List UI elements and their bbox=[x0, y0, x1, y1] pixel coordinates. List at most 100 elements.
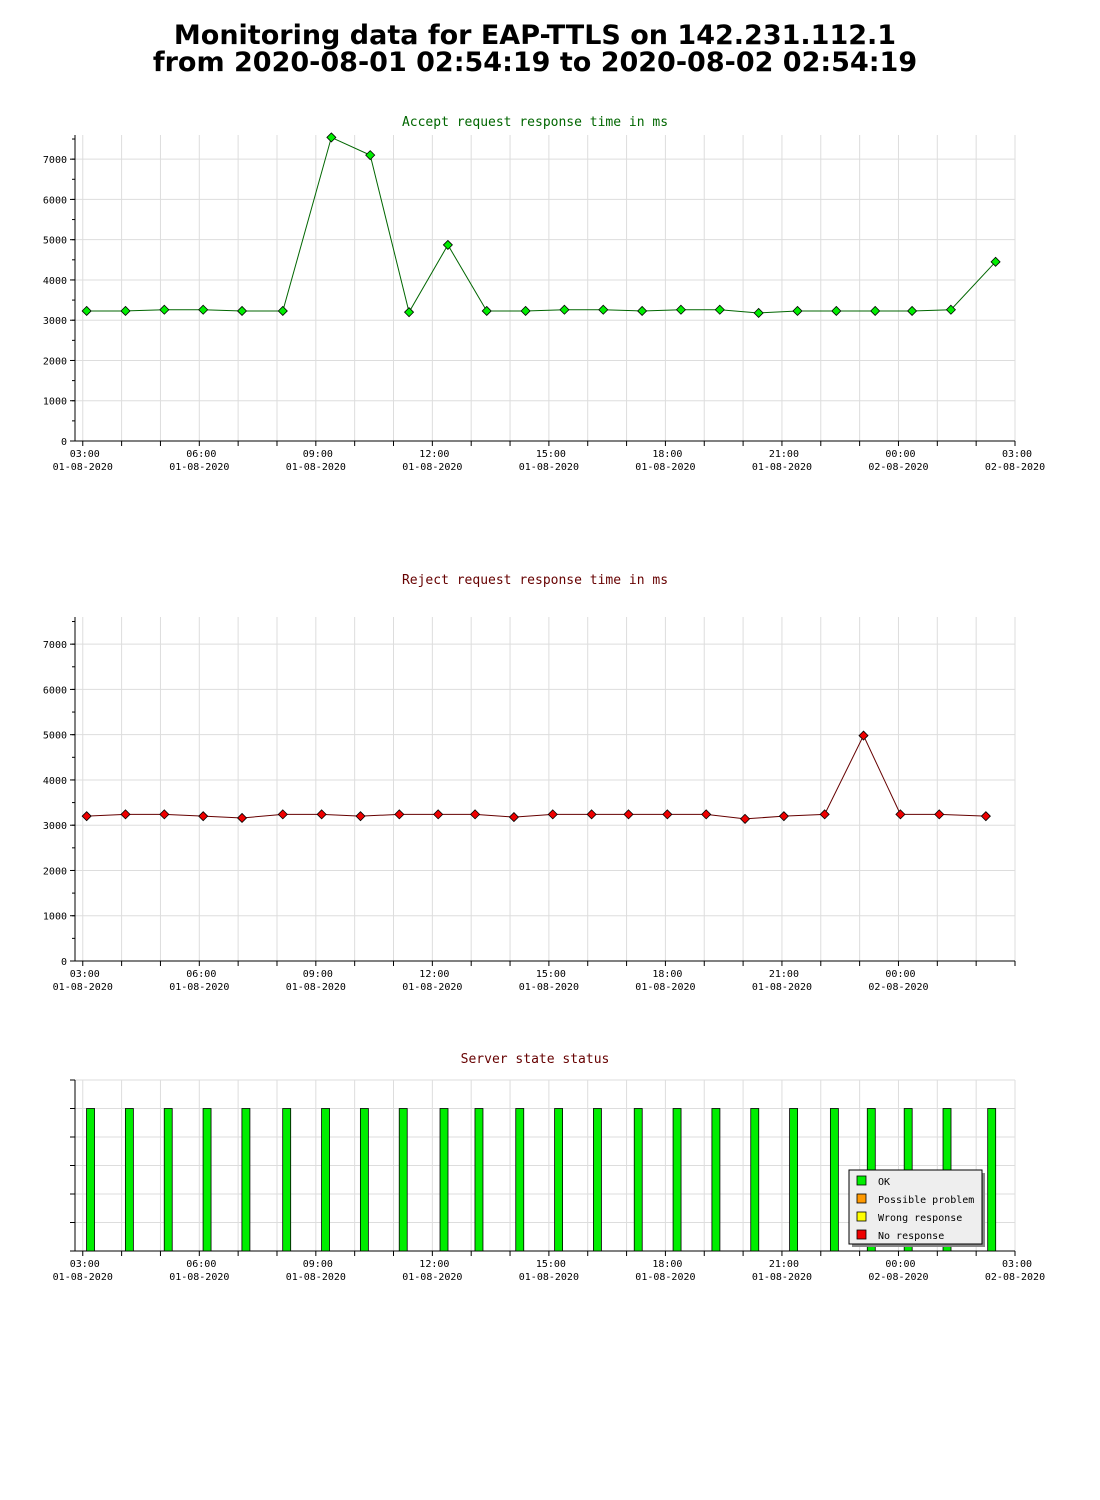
reject-data-point bbox=[277, 809, 288, 820]
reject-data-point bbox=[778, 811, 789, 822]
status-x-tick-time: 21:00 bbox=[769, 1259, 799, 1270]
reject-x-tick-date: 01-08-2020 bbox=[169, 982, 229, 993]
accept-chart-title: Accept request response time in ms bbox=[402, 115, 668, 130]
reject-data-point bbox=[547, 809, 558, 820]
page-title-line-1: Monitoring data for EAP-TTLS on 142.231.… bbox=[173, 20, 897, 51]
accept-x-tick-date: 01-08-2020 bbox=[53, 462, 113, 473]
reject-y-tick-label: 5000 bbox=[43, 731, 67, 742]
accept-data-point bbox=[907, 305, 918, 317]
accept-data-point bbox=[442, 239, 453, 250]
reject-data-point bbox=[895, 809, 906, 820]
reject-data-point bbox=[159, 809, 170, 820]
accept-data-point bbox=[831, 305, 842, 317]
accept-chart: Accept request response time in ms 0 1000 2… bbox=[43, 115, 1045, 473]
reject-x-tick-date: 02-08-2020 bbox=[868, 982, 928, 993]
status-status-bar bbox=[987, 1108, 997, 1252]
status-status-bar bbox=[86, 1108, 95, 1252]
reject-x-tick-time: 09:00 bbox=[303, 969, 333, 980]
accept-data-point bbox=[198, 304, 209, 315]
legend-label: No response bbox=[878, 1231, 944, 1242]
accept-x-tick-date: 01-08-2020 bbox=[635, 462, 695, 473]
accept-data-point bbox=[326, 132, 337, 143]
status-x-tick-time: 18:00 bbox=[652, 1259, 682, 1270]
page-title: Monitoring data for EAP-TTLS on 142.231.… bbox=[0, 22, 1070, 76]
status-status-bar bbox=[439, 1108, 449, 1252]
reject-x-tick-date: 01-08-2020 bbox=[286, 982, 346, 993]
status-status-bar bbox=[829, 1108, 839, 1252]
reject-data-point bbox=[739, 813, 751, 824]
reject-data-point bbox=[316, 809, 327, 820]
legend-swatch bbox=[856, 1175, 867, 1186]
reject-data-point bbox=[980, 811, 991, 822]
status-status-bar bbox=[672, 1108, 682, 1252]
reject-y-tick-label: 6000 bbox=[43, 685, 67, 696]
accept-data-point bbox=[675, 304, 687, 315]
status-status-bar bbox=[750, 1108, 760, 1252]
accept-x-tick-time: 18:00 bbox=[652, 449, 682, 460]
accept-data-point bbox=[365, 150, 376, 161]
accept-data-point bbox=[277, 305, 288, 317]
status-x-tick-date: 01-08-2020 bbox=[519, 1272, 579, 1283]
status-x-tick-time: 03:00 bbox=[1002, 1259, 1032, 1270]
accept-data-point bbox=[159, 304, 170, 315]
accept-x-tick-date: 01-08-2020 bbox=[752, 462, 812, 473]
status-status-bar bbox=[124, 1108, 134, 1252]
status-status-bar bbox=[515, 1108, 525, 1252]
legend-swatch bbox=[856, 1193, 867, 1204]
reject-data-point bbox=[81, 811, 92, 822]
reject-data-point bbox=[198, 811, 209, 822]
accept-data-point bbox=[945, 304, 956, 315]
reject-data-point bbox=[623, 809, 634, 820]
accept-x-tick-time: 03:00 bbox=[70, 449, 100, 460]
status-x-tick-date: 01-08-2020 bbox=[286, 1272, 346, 1283]
accept-x-tick-date: 01-08-2020 bbox=[402, 462, 462, 473]
accept-y-tick-label: 6000 bbox=[43, 195, 67, 206]
reject-x-tick-time: 18:00 bbox=[652, 969, 682, 980]
status-status-bar bbox=[359, 1108, 369, 1252]
accept-data-point bbox=[120, 305, 131, 317]
status-x-tick-time: 06:00 bbox=[186, 1259, 216, 1270]
accept-data-point bbox=[236, 305, 248, 317]
reject-y-tick-label: 7000 bbox=[43, 640, 67, 651]
status-x-tick-time: 00:00 bbox=[885, 1259, 915, 1270]
reject-data-point bbox=[858, 730, 869, 741]
accept-x-tick-date: 01-08-2020 bbox=[169, 462, 229, 473]
status-status-bar bbox=[163, 1108, 173, 1252]
status-status-bar bbox=[474, 1108, 484, 1252]
legend-label: OK bbox=[878, 1177, 890, 1188]
reject-series-line bbox=[86, 734, 986, 820]
status-x-tick-time: 09:00 bbox=[303, 1259, 333, 1270]
reject-y-tick-label: 2000 bbox=[43, 866, 67, 877]
reject-x-tick-date: 01-08-2020 bbox=[635, 982, 695, 993]
legend-label: Possible problem bbox=[878, 1195, 974, 1206]
reject-data-point bbox=[662, 809, 673, 820]
status-x-tick-date: 01-08-2020 bbox=[402, 1272, 462, 1283]
legend-swatch bbox=[856, 1211, 867, 1222]
accept-y-tick-label: 3000 bbox=[43, 316, 67, 327]
status-x-tick-date: 01-08-2020 bbox=[752, 1272, 812, 1283]
accept-data-point bbox=[870, 305, 881, 317]
status-status-bar bbox=[593, 1108, 602, 1252]
reject-y-tick-label: 4000 bbox=[43, 776, 67, 787]
status-status-bar bbox=[554, 1108, 563, 1252]
accept-data-point bbox=[792, 305, 803, 317]
reject-x-tick-time: 06:00 bbox=[186, 969, 216, 980]
reject-data-point bbox=[508, 811, 519, 823]
status-x-tick-time: 12:00 bbox=[419, 1259, 449, 1270]
accept-x-tick-date: 01-08-2020 bbox=[286, 462, 346, 473]
status-x-tick-time: 15:00 bbox=[536, 1259, 566, 1270]
reject-x-tick-date: 01-08-2020 bbox=[53, 982, 113, 993]
status-chart-title: Server state status bbox=[461, 1052, 610, 1067]
accept-data-point bbox=[81, 305, 92, 317]
status-x-tick-date: 01-08-2020 bbox=[53, 1272, 113, 1283]
reject-data-point bbox=[355, 811, 366, 822]
accept-data-point bbox=[598, 304, 609, 315]
legend-box bbox=[848, 1169, 983, 1245]
reject-data-point bbox=[934, 809, 945, 820]
status-x-tick-date: 02-08-2020 bbox=[868, 1272, 928, 1283]
reject-x-tick-date: 01-08-2020 bbox=[752, 982, 812, 993]
reject-x-tick-time: 12:00 bbox=[419, 969, 449, 980]
reject-x-tick-time: 15:00 bbox=[536, 969, 566, 980]
reject-x-tick-time: 03:00 bbox=[70, 969, 100, 980]
